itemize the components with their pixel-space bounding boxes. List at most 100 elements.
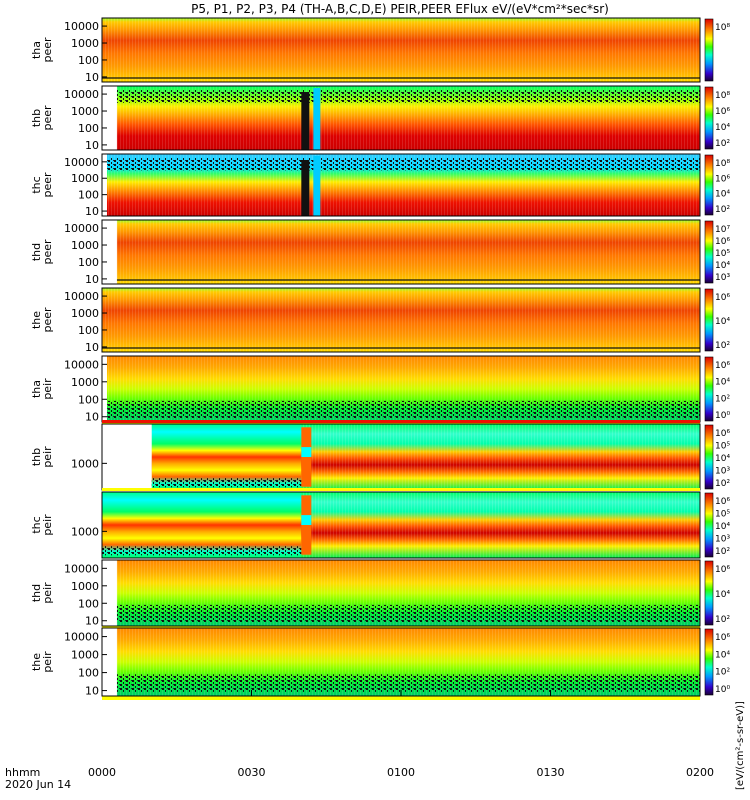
colorbar-tick-label: 10⁴ (715, 261, 730, 271)
y-tick-label: 1000 (71, 457, 99, 470)
y-axis-label: peir (41, 651, 54, 673)
colorbar-tick-label: 10⁴ (715, 190, 730, 200)
colorbar-tick-label: 10² (715, 615, 730, 625)
figure-title: P5, P1, P2, P3, P4 (TH-A,B,C,D,E) PEIR,P… (191, 2, 609, 16)
y-tick-label: 100 (78, 256, 99, 269)
colorbar-tick-label: 10⁸ (715, 23, 730, 33)
y-tick-label: 1000 (71, 307, 99, 320)
y-axis-label: thd (30, 584, 43, 602)
plot-frame (101, 491, 701, 559)
plot-frame (101, 17, 701, 83)
y-tick-label: 10000 (64, 290, 99, 303)
x-tick-label: 0200 (686, 766, 714, 779)
colorbar-tick-label: 10⁷ (715, 225, 730, 235)
y-tick-label: 1000 (71, 376, 99, 389)
colorbar-tick-label: 10⁴ (715, 378, 730, 388)
spectrogram-texture (102, 18, 700, 82)
low-energy-noise (116, 604, 700, 623)
colorbar-tick-label: 10⁴ (715, 522, 730, 532)
y-tick-label: 100 (78, 54, 99, 67)
colorbar (704, 288, 714, 352)
y-tick-label: 1000 (71, 649, 99, 662)
colorbar-tick-label: 10² (715, 668, 730, 678)
dropout-column (301, 92, 310, 150)
colorbar-tick-label: 10⁴ (715, 317, 730, 327)
y-axis-label: tha (30, 41, 43, 59)
y-axis-label: peer (41, 239, 54, 265)
colorbar-tick-label: 10⁰ (715, 411, 730, 421)
colorbar-tick-label: 10³ (715, 535, 730, 545)
plot-frame (101, 287, 701, 353)
colorbar-tick-label: 10⁵ (715, 249, 730, 259)
colorbar-tick-label: 10⁶ (715, 565, 730, 575)
low-energy-noise (151, 478, 302, 488)
dropout-column (301, 160, 310, 216)
plot-frame (101, 219, 701, 285)
colorbar-label: [eV/(cm²-s-sr-eV)] (735, 701, 746, 790)
colorbar-tick-label: 10⁴ (715, 590, 730, 600)
y-axis-label: peir (41, 446, 54, 468)
transition-column-cyan (301, 447, 312, 457)
low-energy-noise (106, 400, 700, 419)
panel-separator-strip (102, 696, 700, 700)
low-energy-noise (116, 674, 700, 692)
colorbar-tick-label: 10⁶ (715, 429, 730, 439)
y-axis-label: peir (41, 378, 54, 400)
y-tick-label: 10000 (64, 222, 99, 235)
y-tick-label: 100 (78, 393, 99, 406)
colorbar-tick-label: 10⁵ (715, 510, 730, 520)
x-tick-label: 0100 (387, 766, 415, 779)
colorbar-tick-label: 10⁴ (715, 454, 730, 464)
y-tick-label: 10000 (64, 20, 99, 33)
colorbar-tick-label: 10⁵ (715, 442, 730, 452)
colorbar (704, 560, 714, 626)
transition-column-cyan (301, 515, 312, 525)
date-label: 2020 Jun 14 (5, 778, 71, 791)
x-axis-label: hhmm (5, 766, 40, 779)
y-tick-label: 1000 (71, 525, 99, 538)
colorbar-tick-label: 10³ (715, 467, 730, 477)
colorbar (704, 154, 714, 216)
y-tick-label: 10 (85, 341, 99, 354)
x-tick-label: 0030 (238, 766, 266, 779)
colorbar-tick-label: 10² (715, 341, 730, 351)
spectrogram-texture (116, 220, 700, 284)
colorbar-tick-label: 10⁴ (715, 650, 730, 660)
y-tick-label: 1000 (71, 580, 99, 593)
y-axis-label: peer (41, 37, 54, 63)
y-tick-label: 10 (85, 411, 99, 424)
y-axis-label: the (30, 653, 43, 671)
y-tick-label: 1000 (71, 37, 99, 50)
colorbar (704, 492, 714, 558)
y-tick-label: 100 (78, 122, 99, 135)
colorbar-tick-label: 10⁸ (715, 91, 730, 101)
y-axis-label: tha (30, 380, 43, 398)
y-axis-label: peir (41, 582, 54, 604)
y-axis-label: thc (30, 516, 43, 533)
y-axis-label: thb (30, 109, 43, 127)
y-tick-label: 10 (85, 273, 99, 286)
y-axis-label: peer (41, 172, 54, 198)
y-axis-label: thb (30, 448, 43, 466)
colorbar (704, 18, 714, 82)
spectrogram-texture (102, 288, 700, 352)
y-tick-label: 100 (78, 324, 99, 337)
y-tick-label: 100 (78, 667, 99, 680)
dropout-column-2 (313, 88, 321, 150)
panel-top-strip (102, 488, 700, 491)
colorbar (704, 628, 714, 696)
colorbar-tick-label: 10⁶ (715, 237, 730, 247)
panel-top-strip (102, 420, 700, 423)
colorbar-tick-label: 10⁶ (715, 497, 730, 507)
x-tick-label: 0130 (537, 766, 565, 779)
colorbar-tick-label: 10⁶ (715, 633, 730, 643)
colorbar-tick-label: 10⁶ (715, 107, 730, 117)
